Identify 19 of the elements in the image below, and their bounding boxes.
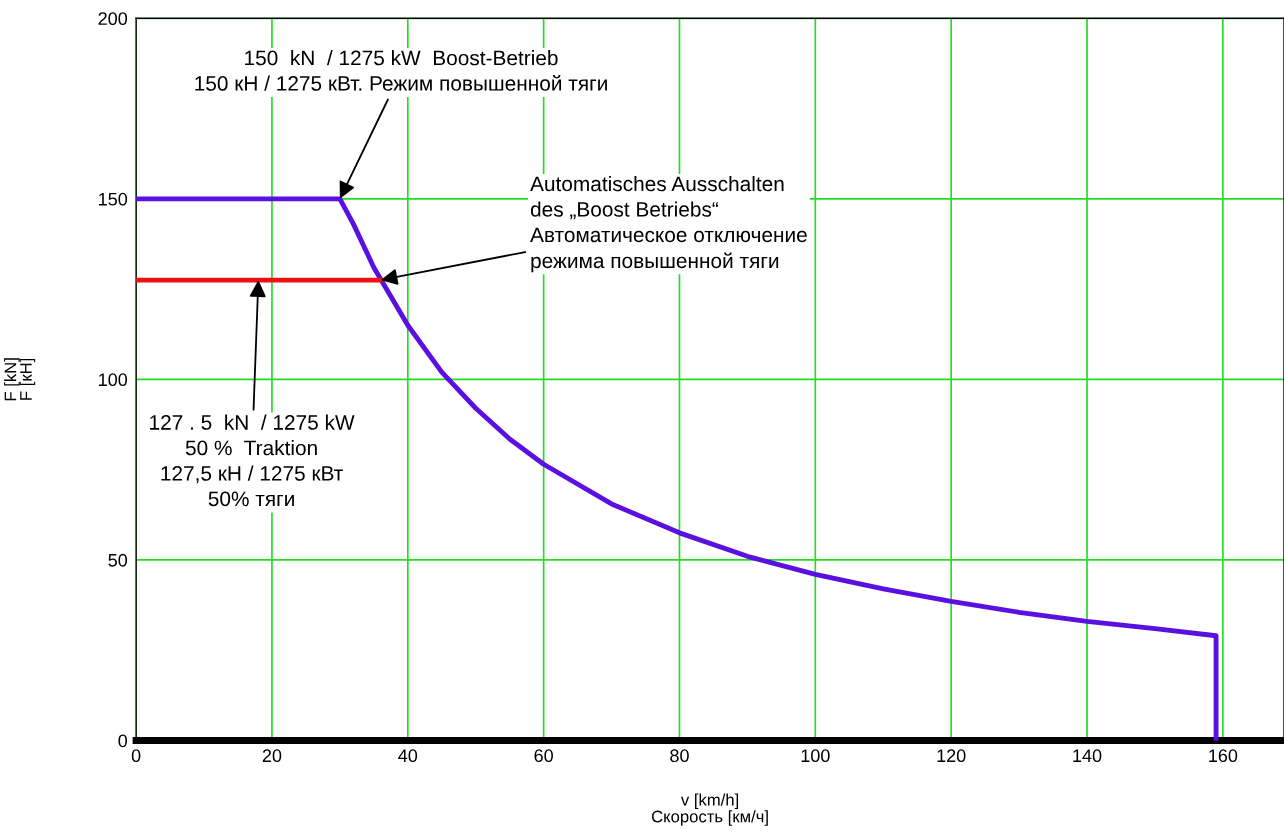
x-tick-label: 20 bbox=[262, 749, 282, 763]
x-tick-label: 140 bbox=[1073, 749, 1102, 763]
y-tick-label: 100 bbox=[99, 373, 128, 387]
annotation: 150 kN / 1275 kW Boost-Betrieb 150 кН / 1275 кВт. Режим повышенной тяги bbox=[195, 50, 607, 91]
y-axis-title: F [kN] F [кН] bbox=[4, 358, 36, 401]
x-tick-label: 40 bbox=[398, 749, 418, 763]
annotation: Automatisches Ausschalten des „Boost Betriebs“ Автоматическое отключение режима повышенной тяги bbox=[530, 175, 807, 273]
x-tick-label: 0 bbox=[131, 749, 141, 763]
x-tick-label: 80 bbox=[670, 749, 689, 763]
annotation: 127 . 5 kN / 1275 kW 50 % Traktion 127,5 кН / 1275 кВт 50% тяги bbox=[150, 414, 355, 507]
y-tick-label: 0 bbox=[118, 734, 128, 748]
x-tick-label: 100 bbox=[801, 749, 830, 763]
x-tick-label: 60 bbox=[534, 749, 553, 763]
y-tick-label: 200 bbox=[98, 12, 128, 26]
x-axis-title: v [km/h] Скорость [км/ч] bbox=[651, 793, 768, 826]
x-tick-label: 160 bbox=[1209, 749, 1238, 763]
y-tick-label: 150 bbox=[99, 192, 128, 206]
y-tick-label: 50 bbox=[108, 553, 128, 567]
x-tick-label: 120 bbox=[937, 749, 966, 763]
